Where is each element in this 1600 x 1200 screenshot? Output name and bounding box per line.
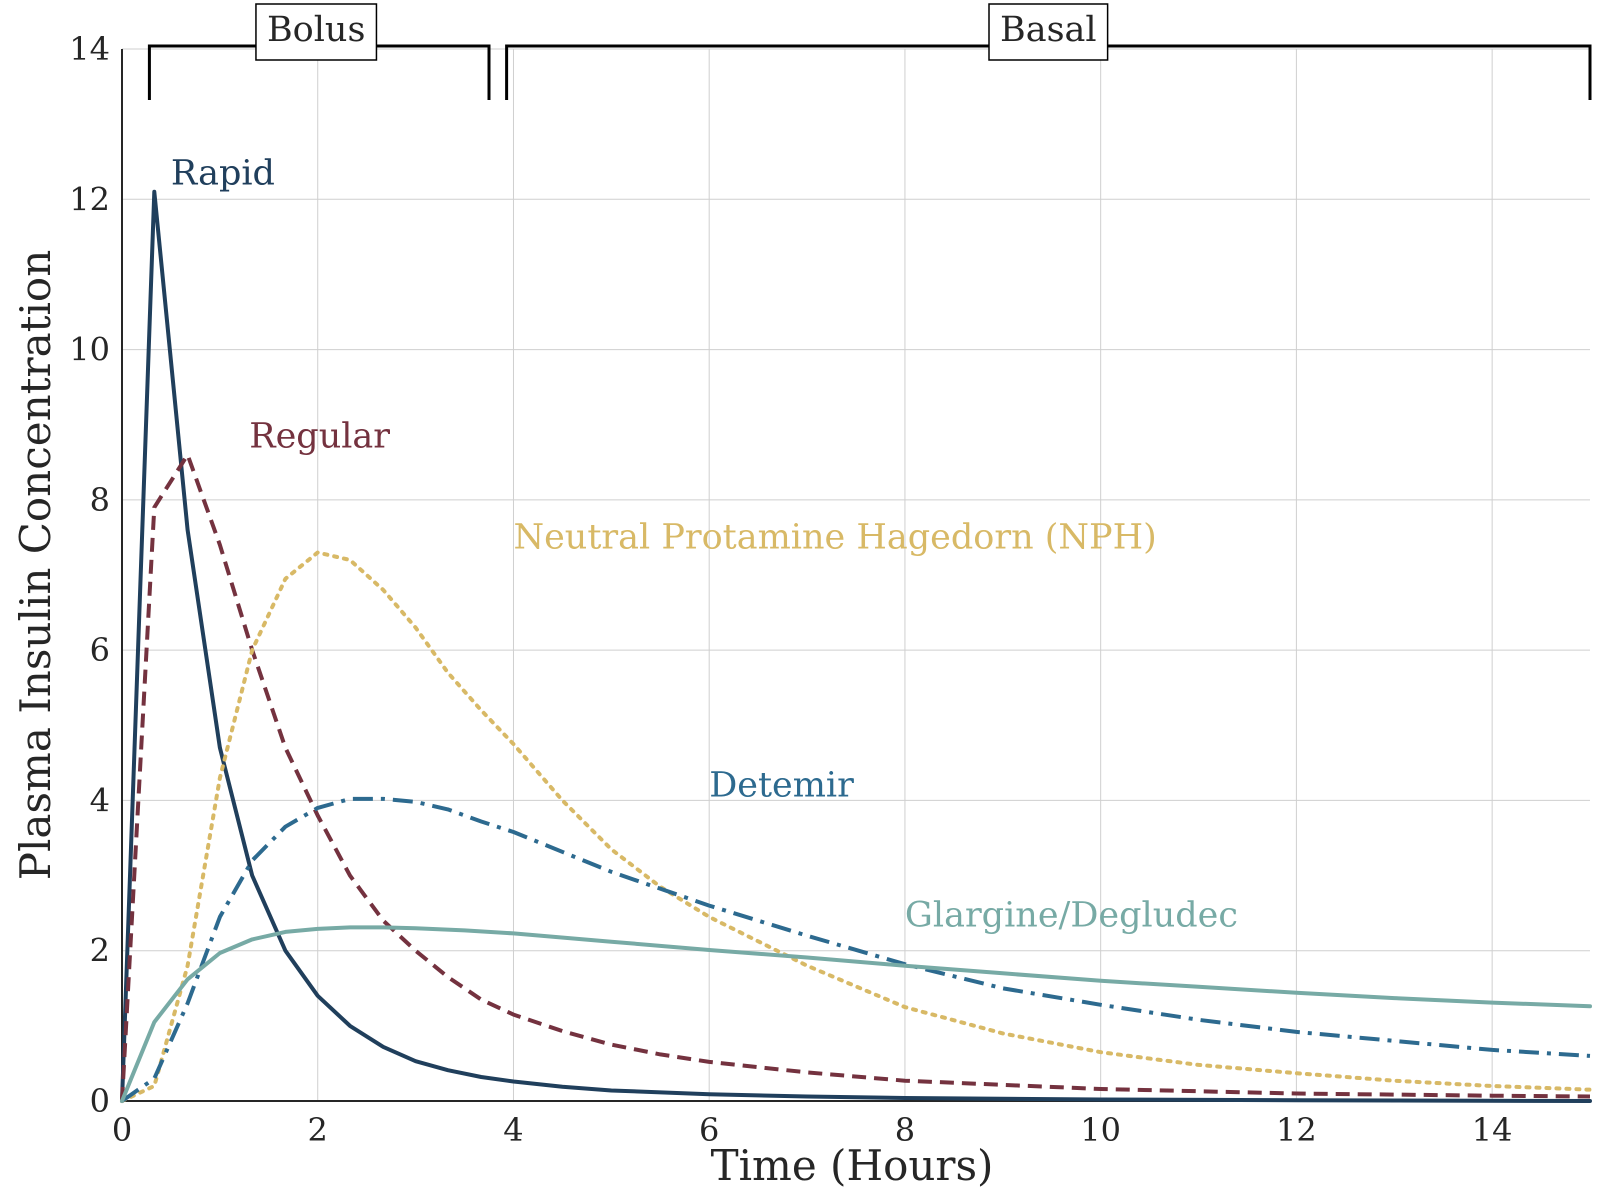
y-tick-label: 6 bbox=[90, 631, 110, 669]
phase-label-box-1 bbox=[988, 3, 1109, 61]
y-tick-label: 0 bbox=[90, 1082, 110, 1120]
series-line-0 bbox=[120, 189, 1592, 1103]
series-line-2 bbox=[120, 550, 1592, 1103]
axes: 0 2 4 6 8 10 12 14 0 2 4 6 8 10 12 14 bbox=[69, 30, 1590, 1149]
series-label-2: Neutral Protamine Hagedorn (NPH) bbox=[513, 518, 1156, 558]
x-axis-title: Time (Hours) bbox=[711, 1141, 994, 1190]
series-label-0: Rapid bbox=[171, 153, 275, 193]
y-axis-title: Plasma Insulin Concentration bbox=[11, 250, 60, 881]
phase-label-0: Bolus bbox=[267, 10, 366, 50]
y-tick-label: 12 bbox=[69, 180, 110, 218]
series-label-3: Detemir bbox=[709, 766, 854, 806]
series-line-3 bbox=[120, 796, 1591, 1103]
phase-label-1: Basal bbox=[1000, 10, 1097, 50]
x-tick-label: 10 bbox=[1080, 1111, 1121, 1149]
series-line-4 bbox=[120, 925, 1592, 1103]
y-tick-label: 8 bbox=[90, 481, 110, 519]
gridlines bbox=[122, 48, 1590, 1101]
x-tick-label: 12 bbox=[1276, 1111, 1317, 1149]
series-labels: Rapid Regular Neutral Protamine Hagedorn (… bbox=[171, 153, 1238, 935]
series-label-4: Glargine/Degludec bbox=[905, 896, 1238, 936]
x-tick-label: 6 bbox=[699, 1111, 719, 1149]
phase-brackets: Bolus Basal bbox=[147, 3, 1592, 100]
x-tick-label: 0 bbox=[112, 1111, 132, 1149]
y-tick-label: 14 bbox=[69, 30, 110, 68]
series-line-1 bbox=[120, 452, 1591, 1102]
y-tick-label: 2 bbox=[90, 932, 110, 970]
series-label-1: Regular bbox=[249, 416, 390, 456]
x-tick-label: 2 bbox=[308, 1111, 328, 1149]
phase-label-box-0 bbox=[255, 3, 378, 61]
series-lines bbox=[120, 189, 1592, 1103]
x-tick-label: 8 bbox=[895, 1111, 915, 1149]
x-tick-label: 4 bbox=[503, 1111, 523, 1149]
y-tick-label: 10 bbox=[69, 331, 110, 369]
x-tick-label: 14 bbox=[1472, 1111, 1513, 1149]
y-tick-label: 4 bbox=[90, 781, 110, 819]
